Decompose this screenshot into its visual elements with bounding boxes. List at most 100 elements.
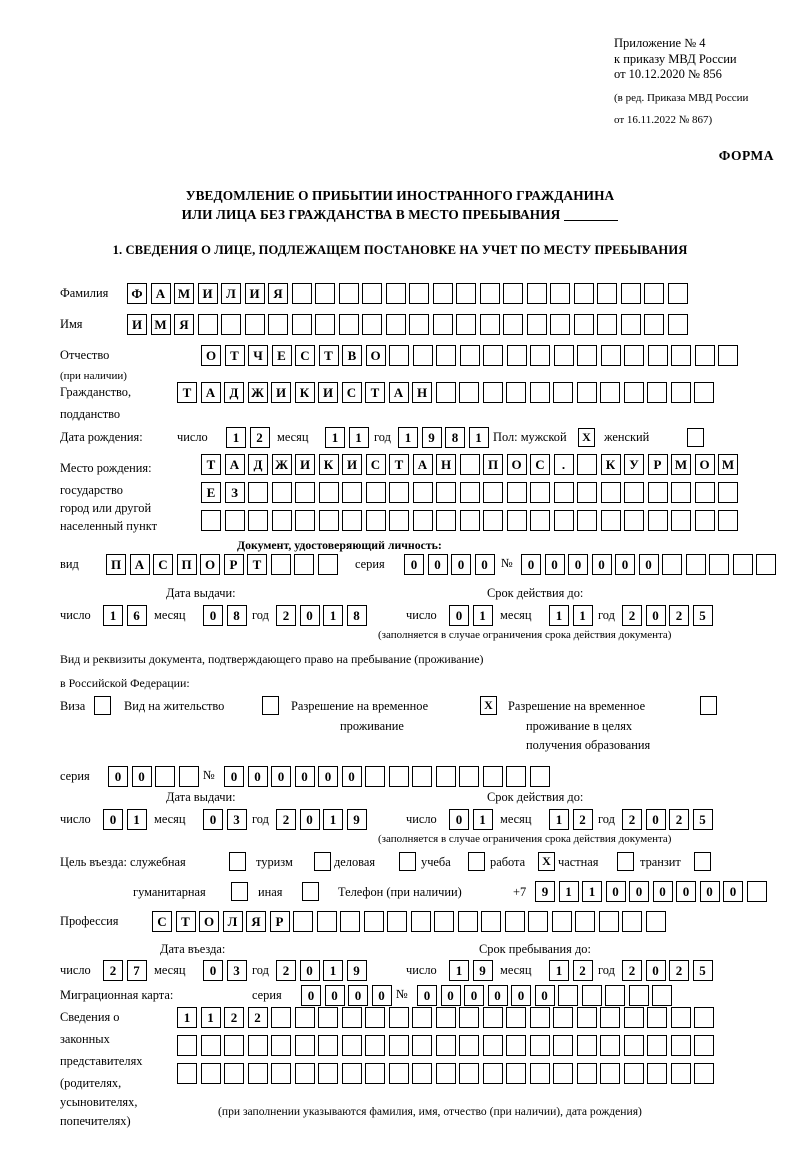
char-cell[interactable]: 2 xyxy=(669,960,689,981)
char-cell[interactable] xyxy=(341,1007,362,1028)
char-cell[interactable]: 9 xyxy=(535,881,555,902)
char-cell[interactable] xyxy=(270,554,291,575)
char-cell[interactable]: 0 xyxy=(645,960,666,981)
char-cell[interactable] xyxy=(362,314,382,335)
char-cell[interactable]: 0 xyxy=(521,554,541,575)
char-cell[interactable]: 1 xyxy=(549,605,569,626)
char-cell[interactable] xyxy=(553,1035,573,1056)
char-cell[interactable]: Ж xyxy=(271,454,292,475)
char-cell[interactable]: 0 xyxy=(417,985,437,1006)
char-cell[interactable]: А xyxy=(224,454,245,475)
char-cell[interactable] xyxy=(271,1035,291,1056)
char-cell[interactable] xyxy=(365,1007,385,1028)
char-cell[interactable]: 0 xyxy=(103,809,123,830)
char-cell[interactable] xyxy=(694,1007,714,1028)
char-cell[interactable] xyxy=(647,1007,667,1028)
char-cell[interactable] xyxy=(342,510,362,531)
char-cell[interactable]: И xyxy=(271,382,291,403)
purpose-official-checkbox[interactable] xyxy=(229,852,246,876)
char-cell[interactable] xyxy=(597,314,617,335)
char-cell[interactable] xyxy=(718,345,738,366)
char-cell[interactable]: А xyxy=(150,283,171,304)
char-cell[interactable] xyxy=(694,1035,714,1056)
char-cell[interactable]: 0 xyxy=(440,985,461,1006)
char-cell[interactable] xyxy=(647,482,668,503)
char-cell[interactable] xyxy=(409,283,429,304)
char-cell[interactable] xyxy=(694,345,715,366)
char-cell[interactable]: 9 xyxy=(346,809,367,830)
char-cell[interactable] xyxy=(600,482,621,503)
char-cell[interactable] xyxy=(482,382,503,403)
char-cell[interactable] xyxy=(365,1035,385,1056)
char-cell[interactable] xyxy=(459,510,480,531)
char-cell[interactable]: 2 xyxy=(276,605,296,626)
char-cell[interactable] xyxy=(271,482,292,503)
char-cell[interactable]: Т xyxy=(224,345,245,366)
char-cell[interactable] xyxy=(365,510,386,531)
char-cell[interactable]: 0 xyxy=(318,766,338,787)
char-cell[interactable] xyxy=(671,510,691,531)
purpose-humanitarian-checkbox[interactable] xyxy=(231,882,248,906)
char-cell[interactable]: 9 xyxy=(346,960,367,981)
char-cell[interactable] xyxy=(389,345,409,366)
char-cell[interactable]: К xyxy=(318,454,339,475)
char-cell[interactable] xyxy=(479,283,500,304)
char-cell[interactable]: С xyxy=(365,454,386,475)
char-cell[interactable]: М xyxy=(150,314,171,335)
char-cell[interactable]: 0 xyxy=(247,766,268,787)
char-cell[interactable]: 0 xyxy=(108,766,128,787)
char-cell[interactable]: П xyxy=(483,454,503,475)
char-cell[interactable]: Л xyxy=(221,283,241,304)
char-cell[interactable]: У xyxy=(624,454,644,475)
char-cell[interactable]: 0 xyxy=(544,554,565,575)
char-cell[interactable]: 2 xyxy=(572,809,593,830)
char-cell[interactable] xyxy=(435,382,456,403)
char-cell[interactable] xyxy=(365,766,385,787)
char-cell[interactable] xyxy=(645,911,666,932)
char-cell[interactable]: Ж xyxy=(247,382,268,403)
char-cell[interactable] xyxy=(412,1007,432,1028)
char-cell[interactable] xyxy=(177,1035,197,1056)
char-cell[interactable] xyxy=(244,314,265,335)
char-cell[interactable]: 2 xyxy=(572,960,593,981)
char-cell[interactable]: 0 xyxy=(294,766,315,787)
char-cell[interactable]: 1 xyxy=(572,605,593,626)
char-cell[interactable]: Д xyxy=(224,382,244,403)
char-cell[interactable] xyxy=(553,482,574,503)
char-cell[interactable] xyxy=(293,911,313,932)
char-cell[interactable]: Т xyxy=(201,454,221,475)
char-cell[interactable] xyxy=(318,1063,338,1084)
char-cell[interactable] xyxy=(671,482,691,503)
char-cell[interactable]: 1 xyxy=(449,960,469,981)
char-cell[interactable] xyxy=(506,382,526,403)
char-cell[interactable] xyxy=(553,1007,573,1028)
char-cell[interactable] xyxy=(342,482,362,503)
char-cell[interactable]: С xyxy=(341,382,362,403)
char-cell[interactable] xyxy=(318,510,339,531)
char-cell[interactable]: С xyxy=(295,345,315,366)
char-cell[interactable]: 2 xyxy=(276,960,296,981)
char-cell[interactable] xyxy=(291,283,312,304)
char-cell[interactable]: М xyxy=(174,283,194,304)
char-cell[interactable] xyxy=(248,482,268,503)
char-cell[interactable] xyxy=(459,454,480,475)
char-cell[interactable]: Л xyxy=(222,911,243,932)
char-cell[interactable] xyxy=(224,510,245,531)
char-cell[interactable]: И xyxy=(342,454,362,475)
char-cell[interactable]: Ф xyxy=(127,283,147,304)
char-cell[interactable] xyxy=(598,911,619,932)
char-cell[interactable]: 2 xyxy=(669,809,689,830)
char-cell[interactable] xyxy=(732,554,753,575)
char-cell[interactable]: 0 xyxy=(449,605,469,626)
char-cell[interactable]: 0 xyxy=(301,985,321,1006)
char-cell[interactable]: Т xyxy=(177,382,197,403)
char-cell[interactable] xyxy=(746,881,767,902)
char-cell[interactable] xyxy=(436,510,456,531)
purpose-transit-checkbox[interactable] xyxy=(694,852,711,876)
